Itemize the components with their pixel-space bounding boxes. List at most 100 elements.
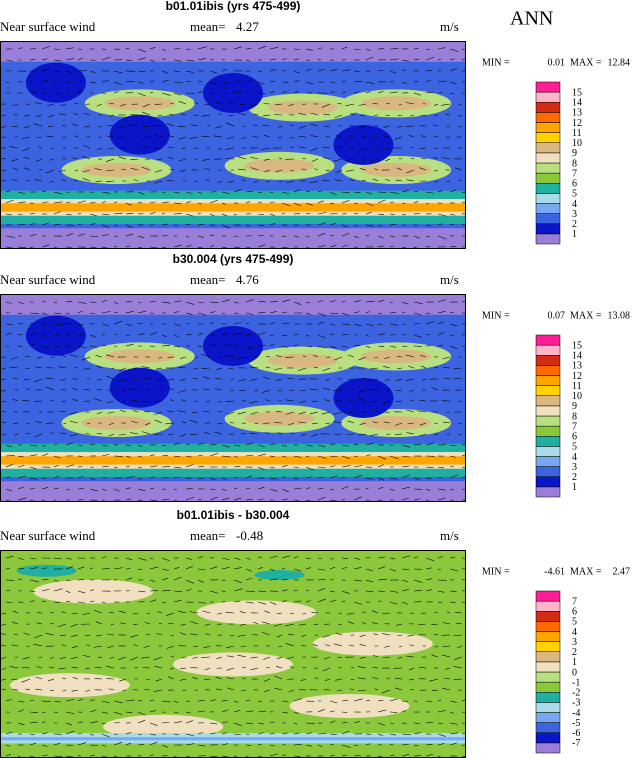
wind-arrow xyxy=(353,224,358,227)
colorbar-box xyxy=(535,81,561,93)
wind-arrow xyxy=(77,200,86,204)
wind-arrow xyxy=(77,333,84,336)
wind-arrow xyxy=(61,400,67,402)
field-patch xyxy=(267,353,338,368)
wind-arrow xyxy=(173,59,182,62)
wind-arrow xyxy=(365,323,374,327)
wind-arrow xyxy=(5,731,13,735)
wind-arrow xyxy=(23,167,31,171)
wind-arrow xyxy=(137,568,143,570)
wind-arrow xyxy=(5,444,12,448)
wind-arrow xyxy=(221,709,229,713)
wind-arrow xyxy=(108,433,115,437)
wind-arrow xyxy=(225,147,235,150)
wind-arrow xyxy=(293,722,298,725)
wind-arrow xyxy=(46,103,55,107)
wind-arrow xyxy=(385,178,391,182)
wind-arrow xyxy=(461,201,466,204)
wind-arrow xyxy=(309,411,319,415)
wind-arrow xyxy=(350,388,355,391)
wind-arrow xyxy=(129,124,139,127)
wind-arrow xyxy=(217,180,223,184)
wind-arrow xyxy=(406,409,415,413)
wind-arrow xyxy=(181,656,187,659)
wind-arrow xyxy=(29,711,38,714)
wind-arrow xyxy=(167,156,175,160)
wind-arrow xyxy=(89,345,98,348)
wind-arrow xyxy=(180,623,187,626)
wind-arrow xyxy=(213,135,223,138)
wind-arrow xyxy=(49,432,55,435)
wind-arrow xyxy=(365,91,371,94)
wind-arrow xyxy=(317,557,322,559)
wind-arrow xyxy=(302,355,307,358)
wind-arrow xyxy=(250,667,259,671)
wind-arrow xyxy=(228,367,235,370)
wind-arrow xyxy=(407,422,415,425)
colorbar-box xyxy=(535,172,561,184)
wind-arrow xyxy=(201,353,211,358)
wind-arrow xyxy=(397,634,403,637)
wind-arrow xyxy=(359,656,367,659)
wind-arrow xyxy=(201,367,211,369)
colorbar-box xyxy=(535,132,561,143)
colorbar-label: 15 xyxy=(572,340,582,351)
wind-arrow xyxy=(305,567,311,570)
wind-arrow xyxy=(245,246,251,249)
wind-arrow xyxy=(203,645,211,649)
wind-arrow xyxy=(265,180,271,183)
wind-arrow xyxy=(401,311,406,314)
wind-arrow xyxy=(420,365,427,369)
wind-arrow xyxy=(437,190,443,193)
wind-arrow xyxy=(401,202,406,205)
colorbar-box xyxy=(535,476,561,488)
wind-arrow xyxy=(179,378,187,382)
wind-arrow xyxy=(228,102,235,105)
wind-arrow xyxy=(109,656,115,659)
wind-arrow xyxy=(401,345,408,348)
wind-arrow xyxy=(335,169,343,173)
field-patch xyxy=(312,631,433,656)
wind-arrow xyxy=(185,235,190,238)
wind-arrow xyxy=(101,444,108,447)
wind-arrow xyxy=(377,299,384,303)
wind-arrow xyxy=(205,633,211,636)
wind-arrow xyxy=(365,499,370,502)
wind-arrow xyxy=(24,114,31,117)
wind-arrow xyxy=(149,47,156,50)
wind-arrow xyxy=(329,333,335,336)
colorbar-label: 9 xyxy=(572,148,577,159)
wind-arrow xyxy=(317,345,327,349)
field-band xyxy=(0,203,466,212)
wind-arrow xyxy=(353,191,361,194)
wind-arrow xyxy=(53,557,62,560)
wind-arrow xyxy=(177,410,187,413)
wind-arrow xyxy=(449,742,457,746)
wind-arrow xyxy=(425,224,432,226)
wind-arrow xyxy=(233,733,241,735)
wind-arrow xyxy=(358,397,367,402)
wind-arrow xyxy=(77,323,84,326)
colorbar-label: 2 xyxy=(572,472,577,483)
wind-arrow xyxy=(197,579,204,583)
colorbar-box xyxy=(535,334,561,346)
wind-arrow xyxy=(449,81,457,84)
wind-arrow xyxy=(73,113,79,116)
colorbar-label: 6 xyxy=(572,179,577,190)
min-label: MIN = xyxy=(482,566,510,577)
wind-arrow xyxy=(425,442,434,446)
wind-arrow xyxy=(47,114,55,118)
wind-arrow xyxy=(45,377,55,380)
wind-arrow xyxy=(425,191,434,194)
wind-arrow xyxy=(214,431,223,435)
wind-arrow xyxy=(62,677,67,680)
wind-arrow xyxy=(233,487,238,490)
wind-arrow xyxy=(269,201,275,204)
wind-arrow xyxy=(119,678,127,682)
wind-arrow xyxy=(325,169,331,171)
wind-arrow xyxy=(181,399,187,402)
wind-arrow xyxy=(398,114,403,117)
wind-arrow xyxy=(107,633,115,636)
wind-arrow xyxy=(9,666,19,669)
wind-arrow xyxy=(293,91,299,94)
